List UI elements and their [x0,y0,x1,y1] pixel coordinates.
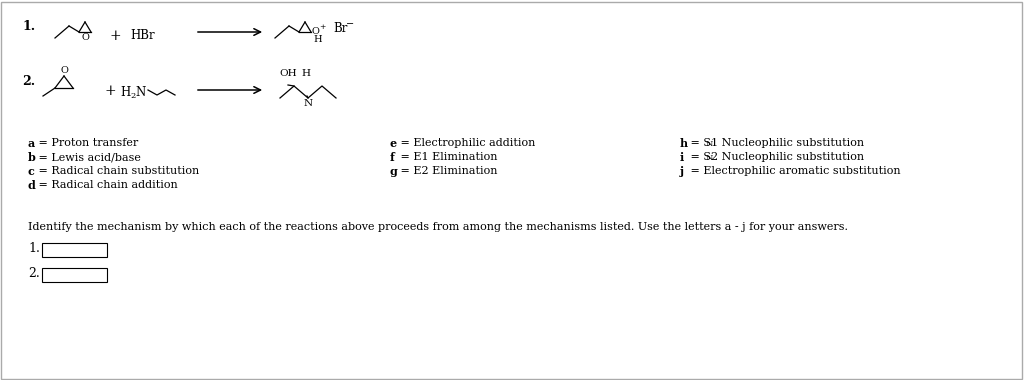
Text: = S: = S [687,152,711,162]
Text: i: i [680,152,684,163]
Text: a: a [28,138,35,149]
Text: = Proton transfer: = Proton transfer [35,138,138,148]
Text: N: N [706,154,714,162]
Text: O: O [312,27,319,35]
Text: 1 Nucleophilic substitution: 1 Nucleophilic substitution [711,138,864,148]
Text: $\mathregular{H_2N}$: $\mathregular{H_2N}$ [120,85,147,101]
Text: 1.: 1. [22,20,35,33]
Text: b: b [28,152,36,163]
Text: +: + [104,84,116,98]
Text: N: N [303,99,312,108]
Text: 2.: 2. [28,267,40,280]
Text: j: j [680,166,684,177]
Text: +: + [319,23,326,31]
Text: c: c [28,166,35,177]
Text: O: O [81,33,89,42]
Bar [42,243,106,257]
Text: = S: = S [687,138,711,148]
Text: N: N [706,140,714,148]
Text: −: − [346,19,354,28]
Text: O: O [60,66,68,75]
Text: h: h [680,138,688,149]
Text: f: f [390,152,394,163]
Text: +: + [110,29,121,43]
Text: = Radical chain addition: = Radical chain addition [35,180,178,190]
Text: 2 Nucleophilic substitution: 2 Nucleophilic substitution [711,152,864,162]
Text: = Electrophilic addition: = Electrophilic addition [397,138,536,148]
Text: HBr: HBr [130,29,155,42]
Text: e: e [390,138,397,149]
Text: = E1 Elimination: = E1 Elimination [397,152,498,162]
Text: 2.: 2. [22,75,35,88]
Text: 1.: 1. [28,242,40,255]
Text: H: H [313,35,322,43]
Text: = Electrophilic aromatic substitution: = Electrophilic aromatic substitution [687,166,901,176]
Bar [42,268,106,282]
Text: d: d [28,180,36,191]
Text: g: g [390,166,398,177]
Text: Br: Br [333,22,347,35]
Text: = Lewis acid/base: = Lewis acid/base [35,152,141,162]
Text: Identify the mechanism by which each of the reactions above proceeds from among : Identify the mechanism by which each of … [28,222,848,232]
Text: = E2 Elimination: = E2 Elimination [397,166,498,176]
Text: OH: OH [280,69,297,78]
Text: = Radical chain substitution: = Radical chain substitution [35,166,200,176]
Text: H: H [301,69,310,78]
